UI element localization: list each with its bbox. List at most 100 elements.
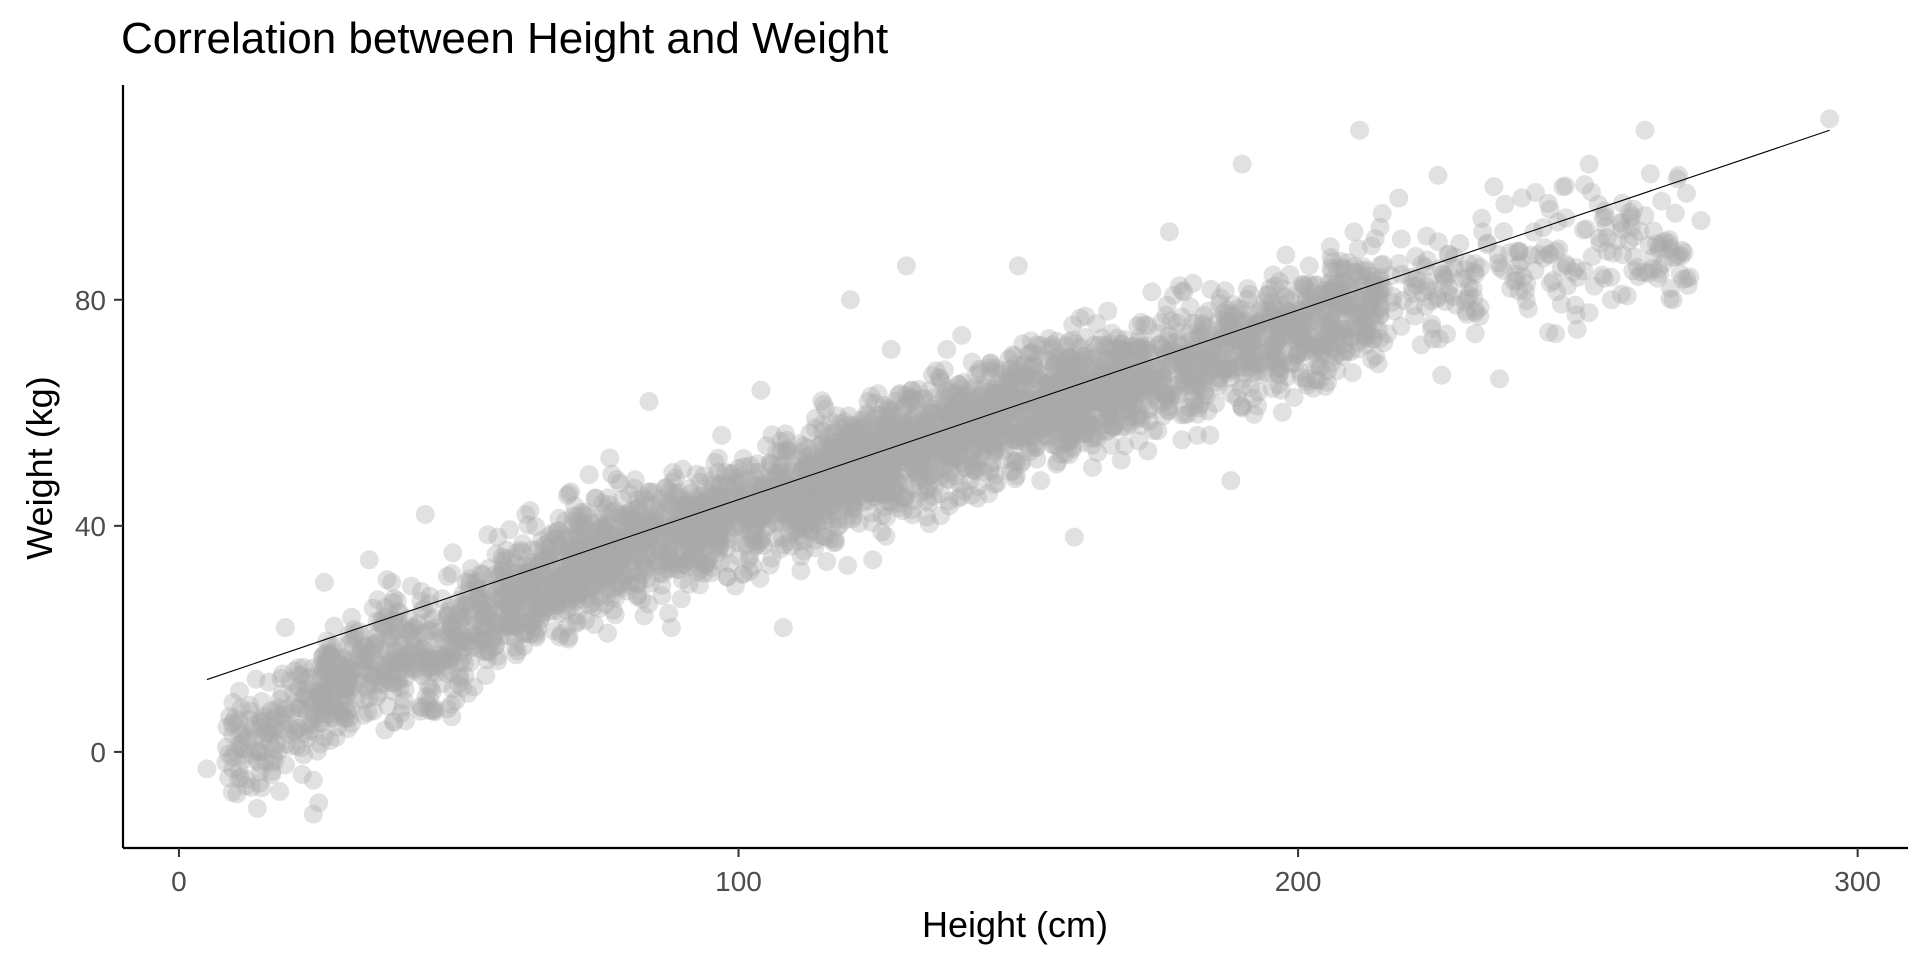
data-point: [320, 669, 340, 689]
data-point: [1130, 356, 1150, 376]
data-point: [1034, 416, 1054, 436]
data-point: [893, 413, 913, 433]
data-point: [1061, 349, 1081, 369]
data-point: [315, 695, 335, 715]
data-point: [842, 454, 862, 474]
data-point: [1093, 420, 1113, 440]
data-point: [1320, 237, 1340, 257]
data-point: [594, 525, 614, 545]
data-point: [270, 782, 290, 801]
data-point: [1053, 387, 1073, 407]
data-point: [388, 654, 408, 673]
data-point: [1661, 279, 1680, 298]
data-point: [909, 470, 929, 490]
data-point: [754, 479, 774, 499]
data-point: [1288, 301, 1308, 321]
data-point: [841, 439, 861, 459]
data-point: [633, 487, 653, 507]
data-point: [1235, 331, 1255, 351]
data-point: [874, 471, 894, 491]
data-point: [400, 621, 420, 641]
data-point: [402, 652, 422, 672]
data-point: [740, 561, 760, 581]
data-point: [1521, 245, 1541, 265]
data-point: [511, 541, 531, 560]
data-point: [1290, 341, 1310, 361]
data-point: [1649, 259, 1668, 279]
data-point: [878, 448, 898, 468]
data-point: [999, 349, 1019, 369]
data-point: [1126, 389, 1146, 409]
data-point: [744, 522, 764, 542]
data-point: [1061, 410, 1081, 430]
data-point: [832, 449, 852, 469]
data-point: [628, 533, 647, 552]
data-point: [1643, 248, 1663, 267]
data-point: [442, 646, 462, 666]
data-point: [745, 537, 765, 557]
data-point: [852, 437, 872, 457]
data-point: [931, 484, 951, 504]
data-point: [867, 405, 887, 425]
data-point: [980, 461, 1000, 481]
data-point: [899, 449, 919, 469]
data-point: [1060, 379, 1080, 399]
data-point: [606, 501, 626, 521]
data-point: [432, 674, 452, 694]
data-point: [715, 467, 734, 487]
data-point: [1319, 344, 1339, 364]
data-point: [1302, 287, 1322, 307]
data-point: [1529, 245, 1549, 265]
data-point: [818, 442, 838, 462]
data-point: [426, 652, 446, 671]
data-point: [1004, 461, 1024, 481]
data-point: [578, 557, 598, 577]
data-point: [1294, 320, 1314, 340]
data-point: [845, 467, 865, 487]
data-point: [628, 572, 648, 592]
data-point: [587, 559, 607, 579]
data-point: [1477, 235, 1497, 254]
data-point: [1506, 264, 1526, 284]
data-point: [888, 422, 908, 441]
data-point: [1031, 395, 1051, 415]
data-point: [505, 610, 525, 629]
data-point: [576, 610, 596, 630]
data-point: [1004, 423, 1024, 443]
data-point: [1370, 305, 1390, 325]
data-point: [992, 425, 1012, 445]
data-point: [1052, 419, 1072, 438]
data-point: [1094, 361, 1114, 381]
data-point: [858, 457, 877, 477]
data-point: [1644, 221, 1664, 241]
data-point: [885, 423, 904, 443]
data-point: [321, 635, 340, 655]
data-point: [1109, 392, 1129, 412]
data-point: [1059, 412, 1079, 432]
data-point: [856, 483, 876, 503]
data-point: [1138, 441, 1158, 461]
data-point: [1150, 334, 1169, 354]
data-point: [1417, 277, 1437, 297]
data-point: [679, 524, 699, 544]
data-point: [1214, 333, 1234, 353]
data-point: [250, 710, 270, 730]
data-point: [1273, 317, 1292, 337]
data-point: [1238, 279, 1257, 299]
data-point: [1465, 254, 1485, 274]
data-point: [285, 694, 304, 713]
data-point: [596, 542, 616, 562]
data-point: [1248, 328, 1268, 348]
data-point: [1097, 381, 1117, 401]
data-point: [477, 650, 497, 670]
data-point: [658, 545, 678, 565]
data-point: [1058, 347, 1078, 367]
data-point: [1541, 273, 1561, 293]
data-point: [593, 540, 613, 560]
data-point: [707, 486, 727, 505]
data-point: [677, 494, 697, 514]
data-point: [813, 450, 833, 470]
data-point: [1207, 351, 1227, 371]
data-point: [1098, 349, 1118, 369]
data-point: [1057, 407, 1077, 426]
